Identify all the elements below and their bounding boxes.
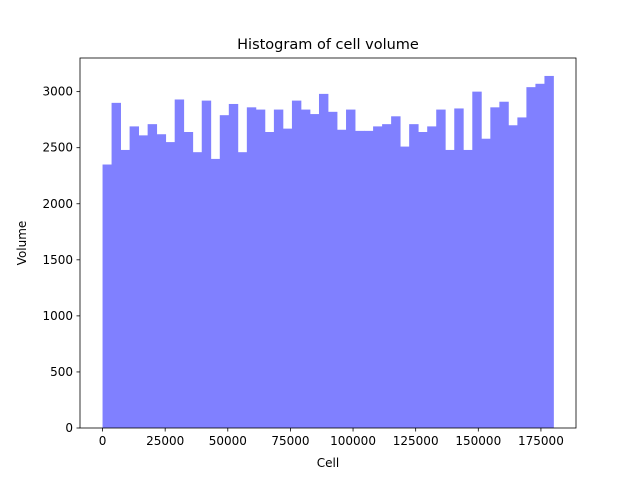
histogram-bar bbox=[138, 135, 149, 428]
histogram-bar bbox=[237, 152, 248, 428]
y-axis-label: Volume bbox=[15, 221, 29, 266]
histogram-bar bbox=[427, 126, 437, 429]
histogram-bar bbox=[490, 107, 500, 428]
y-tick-label: 0 bbox=[65, 421, 73, 435]
histogram-bar bbox=[255, 109, 266, 429]
histogram-bar bbox=[508, 125, 518, 428]
y-tick-label: 500 bbox=[50, 365, 73, 379]
histogram-bar bbox=[337, 129, 347, 428]
histogram-bar bbox=[174, 99, 185, 428]
y-tick-label: 3000 bbox=[42, 85, 73, 99]
histogram-bar bbox=[544, 75, 554, 428]
plot-frame bbox=[79, 57, 577, 429]
histogram-bar bbox=[246, 107, 257, 428]
x-tick-label: 150000 bbox=[455, 434, 501, 448]
histogram-bar bbox=[436, 109, 446, 429]
histogram-bar bbox=[102, 164, 112, 429]
bars-group bbox=[102, 75, 554, 429]
histogram-bar bbox=[481, 138, 491, 428]
histogram-bar bbox=[291, 100, 302, 428]
histogram-bar bbox=[192, 152, 203, 428]
histogram-bar bbox=[373, 126, 383, 429]
histogram-bar bbox=[517, 117, 527, 428]
histogram-bar bbox=[535, 83, 545, 429]
y-tick-label: 2500 bbox=[42, 141, 73, 155]
y-tick-label: 1000 bbox=[42, 309, 73, 323]
histogram-bar bbox=[165, 142, 176, 428]
histogram-bar bbox=[309, 114, 320, 428]
x-tick-label: 100000 bbox=[330, 434, 376, 448]
histogram-bar bbox=[264, 132, 275, 428]
histogram-bar bbox=[183, 132, 194, 428]
y-tick-label: 1500 bbox=[42, 253, 73, 267]
x-tick-label: 25000 bbox=[146, 434, 184, 448]
histogram-bar bbox=[445, 149, 455, 428]
histogram-bar bbox=[346, 109, 356, 429]
histogram-bar bbox=[355, 130, 365, 428]
histogram-bar bbox=[147, 124, 158, 428]
y-tick-label: 2000 bbox=[42, 197, 73, 211]
histogram-bar bbox=[129, 126, 140, 429]
histogram-bar bbox=[201, 100, 212, 428]
y-ticks: 0 500 1000 1500 2000 2500 3000 bbox=[42, 85, 80, 435]
histogram-bar bbox=[219, 115, 230, 428]
x-tick-label: 175000 bbox=[518, 434, 564, 448]
histogram-bar bbox=[318, 93, 329, 428]
histogram-bar bbox=[472, 91, 482, 429]
histogram-bar bbox=[454, 108, 464, 429]
histogram-bar bbox=[111, 102, 121, 429]
x-tick-label: 125000 bbox=[393, 434, 439, 448]
x-tick-label: 0 bbox=[99, 434, 107, 448]
histogram-bar bbox=[156, 134, 167, 428]
histogram-bar bbox=[120, 149, 130, 428]
x-tick-label: 75000 bbox=[271, 434, 309, 448]
histogram-bar bbox=[391, 116, 401, 428]
x-tick-label: 50000 bbox=[209, 434, 247, 448]
histogram-bar bbox=[382, 124, 392, 428]
histogram-bar bbox=[418, 132, 428, 428]
histogram-bar bbox=[300, 109, 311, 429]
axes-frame bbox=[79, 57, 577, 429]
x-axis-label: Cell bbox=[317, 456, 339, 470]
histogram-bar bbox=[499, 101, 509, 429]
histogram-bar bbox=[526, 87, 536, 428]
x-ticks: 0 25000 50000 75000 100000 125000 150000 175000 bbox=[99, 428, 564, 448]
chart-title: Histogram of cell volume bbox=[237, 37, 419, 53]
histogram-bar bbox=[463, 149, 473, 428]
histogram-bar bbox=[409, 124, 419, 428]
histogram-bar bbox=[282, 128, 293, 429]
histogram-bar bbox=[364, 130, 374, 428]
histogram-bar bbox=[400, 146, 410, 429]
histogram-bar bbox=[228, 103, 239, 428]
histogram-bar bbox=[328, 111, 338, 429]
histogram-bar bbox=[210, 158, 221, 428]
histogram-bar bbox=[273, 109, 284, 429]
